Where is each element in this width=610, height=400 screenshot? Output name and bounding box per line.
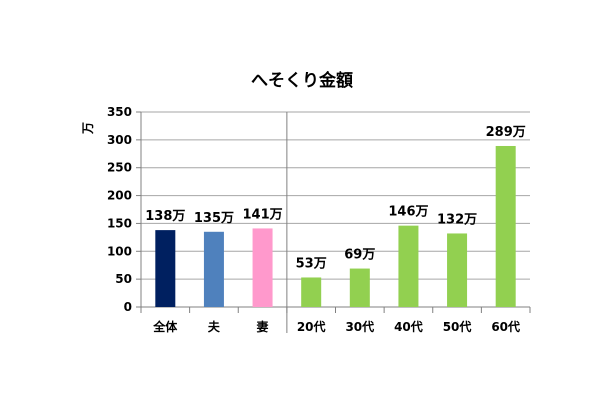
bar <box>495 145 516 307</box>
category-label: 60代 <box>491 319 520 334</box>
bar <box>398 225 419 307</box>
bar <box>252 228 273 307</box>
gridlines <box>141 111 530 308</box>
category-label: 50代 <box>443 319 472 334</box>
data-label: 53万 <box>296 256 327 271</box>
category-label: 妻 <box>257 319 269 334</box>
data-label: 132万 <box>437 212 477 227</box>
bar <box>203 231 224 307</box>
bar <box>349 268 370 307</box>
y-tick-label: 0 <box>124 300 132 314</box>
y-axis-unit-label: 万 <box>81 122 95 135</box>
y-tick-label: 250 <box>107 161 132 175</box>
y-tick-label: 150 <box>107 216 132 230</box>
category-label: 夫 <box>207 319 221 334</box>
bar <box>301 277 322 307</box>
bars <box>155 145 516 307</box>
chart-title: へそくり金額 <box>251 70 353 91</box>
bar <box>447 233 468 307</box>
bar <box>155 230 176 307</box>
category-label: 20代 <box>297 319 326 334</box>
y-tick-label: 200 <box>107 189 132 203</box>
data-label: 289万 <box>486 125 526 140</box>
y-tick-label: 300 <box>107 133 132 147</box>
data-label: 146万 <box>388 205 428 220</box>
data-label: 141万 <box>242 207 282 222</box>
category-label: 全体 <box>152 319 178 334</box>
y-tick-label: 350 <box>107 105 132 119</box>
data-label: 138万 <box>145 209 185 224</box>
category-label: 40代 <box>394 319 423 334</box>
category-label: 30代 <box>345 319 374 334</box>
data-label: 135万 <box>194 211 234 226</box>
y-tick-label: 100 <box>107 244 132 258</box>
data-label: 69万 <box>344 248 375 263</box>
y-tick-label: 50 <box>115 272 132 286</box>
